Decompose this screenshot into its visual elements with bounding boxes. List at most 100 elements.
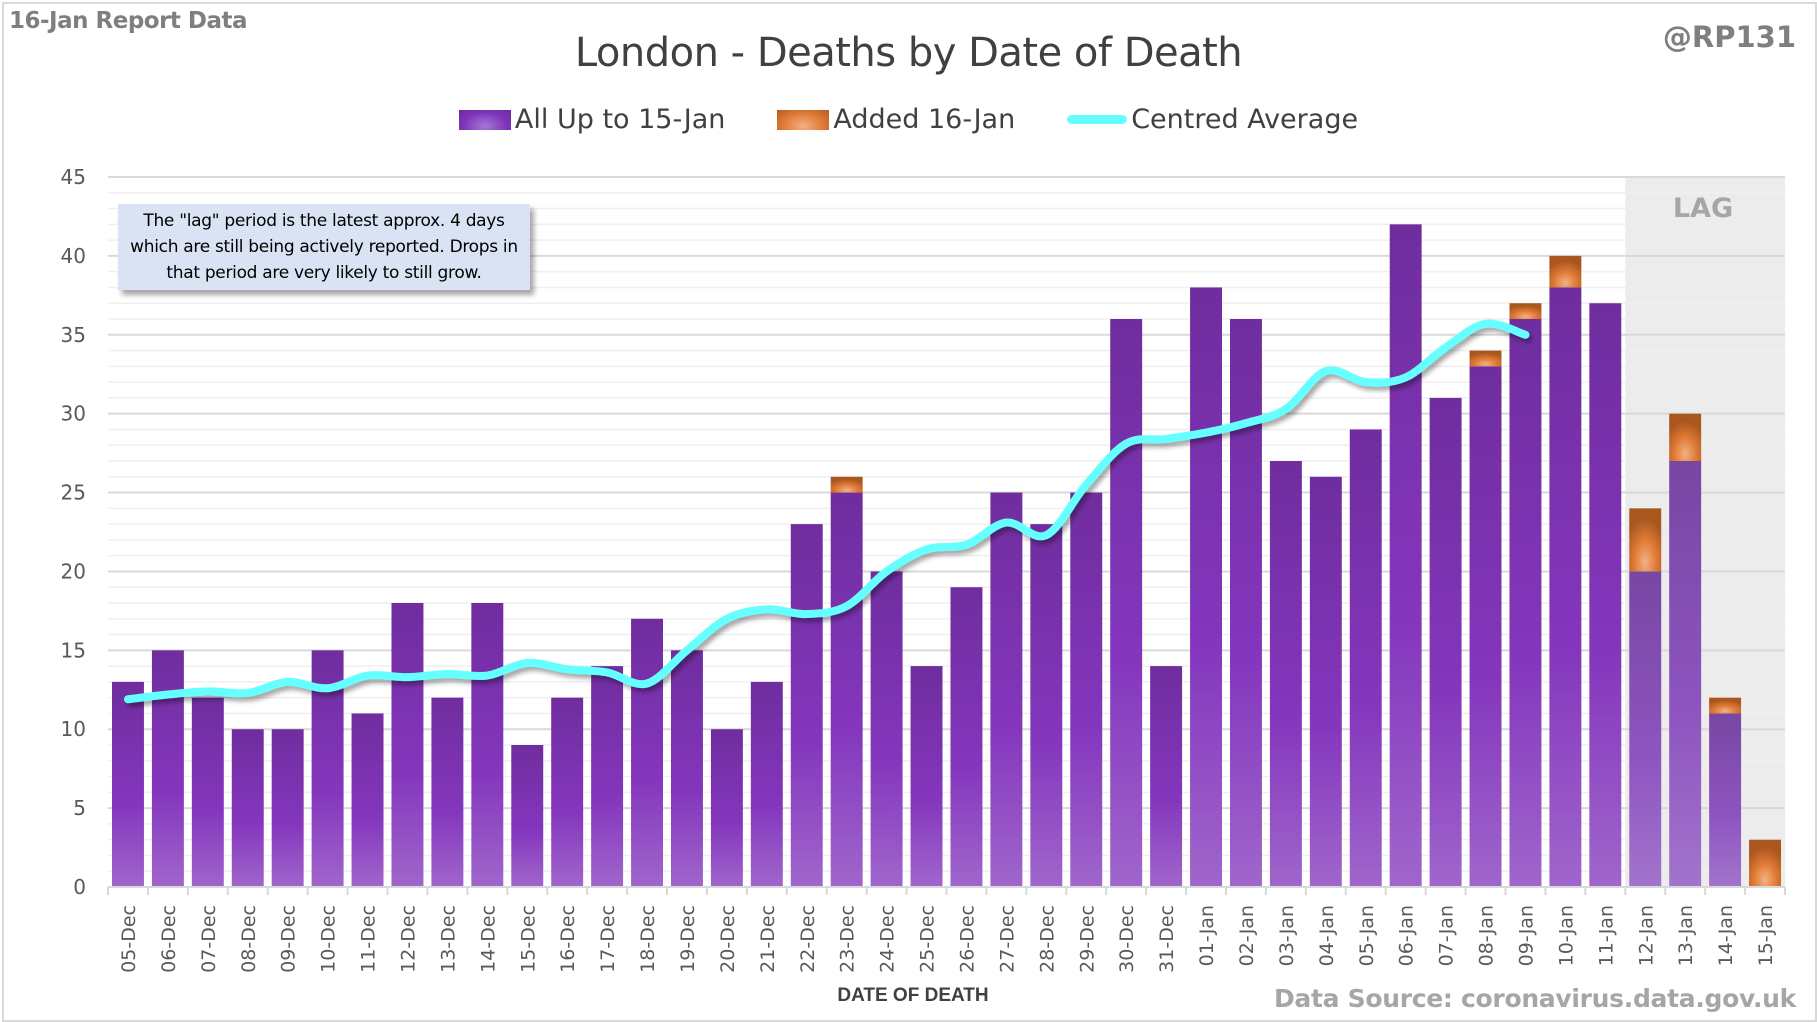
x-tick-label: 31-Dec <box>1156 905 1178 973</box>
bar-all-up-to-15-jan <box>1469 366 1502 887</box>
legend-swatch-line <box>1067 115 1128 124</box>
bar-added-16-jan <box>1749 839 1782 887</box>
x-tick-label: 13-Jan <box>1675 905 1697 966</box>
bar-all-up-to-15-jan <box>1190 287 1223 887</box>
bar-all-up-to-15-jan <box>1309 476 1342 887</box>
x-tick-label: 26-Dec <box>956 905 978 973</box>
legend-label: All Up to 15-Jan <box>514 104 726 135</box>
bar-all-up-to-15-jan <box>1030 524 1063 887</box>
x-tick-label: 15-Jan <box>1755 905 1777 966</box>
bar-added-16-jan <box>1469 350 1502 367</box>
author-handle: @RP131 <box>1662 20 1796 54</box>
bar-all-up-to-15-jan <box>511 745 544 887</box>
chart-title: London - Deaths by Date of Death <box>574 30 1243 76</box>
legend-item-all-up-to: All Up to 15-Jan <box>458 104 726 135</box>
x-tick-label: 08-Jan <box>1476 905 1498 966</box>
bar-all-up-to-15-jan <box>1070 492 1103 887</box>
x-tick-label: 24-Dec <box>877 905 899 973</box>
x-tick-label: 30-Dec <box>1116 905 1138 973</box>
x-tick-label: 10-Jan <box>1555 905 1577 966</box>
legend-swatch-purple <box>458 109 511 130</box>
x-tick-label: 05-Dec <box>118 905 140 973</box>
x-tick-label: 20-Dec <box>717 905 739 973</box>
y-tick-label: 10 <box>61 717 86 741</box>
x-tick-label: 19-Dec <box>677 905 699 973</box>
bar-added-16-jan <box>1549 255 1582 288</box>
x-tick-label: 13-Dec <box>437 905 459 973</box>
bar-all-up-to-15-jan <box>1669 461 1702 887</box>
legend-label: Centred Average <box>1131 104 1359 135</box>
x-tick-label: 03-Jan <box>1276 905 1298 966</box>
report-date-label: 16-Jan Report Data <box>9 8 248 34</box>
bar-all-up-to-15-jan <box>271 729 304 887</box>
y-tick-label: 0 <box>73 875 86 899</box>
bar-added-16-jan <box>1709 697 1742 714</box>
x-axis-title: DATE OF DEATH <box>837 985 989 1006</box>
y-tick-label: 25 <box>61 481 86 505</box>
bar-all-up-to-15-jan <box>551 697 584 887</box>
x-tick-label: 06-Dec <box>158 905 180 973</box>
bar-added-16-jan <box>1509 303 1542 319</box>
x-tick-label: 07-Jan <box>1436 905 1458 966</box>
bar-all-up-to-15-jan <box>471 603 504 887</box>
bar-all-up-to-15-jan <box>631 618 664 887</box>
lag-annotation-box: The "lag" period is the latest approx. 4… <box>118 204 530 290</box>
x-tick-label: 09-Dec <box>278 905 300 973</box>
bar-all-up-to-15-jan <box>870 571 903 887</box>
legend-label: Added 16-Jan <box>833 104 1016 135</box>
x-tick-label: 15-Dec <box>517 905 539 973</box>
bar-all-up-to-15-jan <box>750 681 783 887</box>
bar-added-16-jan <box>1669 413 1702 461</box>
bar-added-16-jan <box>830 476 863 493</box>
y-tick-label: 5 <box>73 796 86 820</box>
x-tick-label: 29-Dec <box>1076 905 1098 973</box>
x-tick-label: 14-Jan <box>1715 905 1737 966</box>
x-tick-label: 11-Jan <box>1595 905 1617 966</box>
x-tick-label: 27-Dec <box>996 905 1018 973</box>
bar-all-up-to-15-jan <box>1429 397 1462 887</box>
bar-added-16-jan <box>1629 508 1662 572</box>
bar-all-up-to-15-jan <box>990 492 1023 887</box>
chart-legend: All Up to 15-Jan Added 16-Jan Centred Av… <box>0 104 1817 135</box>
bar-all-up-to-15-jan <box>950 587 983 887</box>
data-source-label: Data Source: coronavirus.data.gov.uk <box>1273 984 1796 1013</box>
centred-average-line <box>123 319 1530 704</box>
bar-all-up-to-15-jan <box>1150 666 1183 887</box>
bar-all-up-to-15-jan <box>431 697 464 887</box>
bar-all-up-to-15-jan <box>191 697 224 887</box>
lag-region-label: LAG <box>1672 193 1734 224</box>
x-tick-label: 17-Dec <box>597 905 619 973</box>
x-tick-label: 09-Jan <box>1515 905 1537 966</box>
x-tick-label: 06-Jan <box>1396 905 1418 966</box>
bar-all-up-to-15-jan <box>1589 303 1622 887</box>
x-tick-label: 14-Dec <box>477 905 499 973</box>
bar-all-up-to-15-jan <box>351 713 384 887</box>
x-tick-label: 12-Dec <box>397 905 419 973</box>
x-tick-label: 10-Dec <box>318 905 340 973</box>
bar-all-up-to-15-jan <box>710 729 743 887</box>
x-tick-label: 22-Dec <box>797 905 819 973</box>
bar-all-up-to-15-jan <box>391 603 424 887</box>
bar-all-up-to-15-jan <box>910 666 943 887</box>
x-tick-label: 05-Jan <box>1356 905 1378 966</box>
y-tick-label: 15 <box>61 638 86 662</box>
x-tick-label: 18-Dec <box>637 905 659 973</box>
bar-all-up-to-15-jan <box>1549 287 1582 887</box>
bar-all-up-to-15-jan <box>1629 571 1662 887</box>
bar-all-up-to-15-jan <box>111 681 144 887</box>
bar-all-up-to-15-jan <box>1349 429 1382 887</box>
bar-all-up-to-15-jan <box>1229 319 1262 887</box>
bar-all-up-to-15-jan <box>1269 461 1302 887</box>
legend-item-added: Added 16-Jan <box>777 104 1015 135</box>
bar-all-up-to-15-jan <box>1110 319 1143 887</box>
legend-item-centred-average: Centred Average <box>1067 104 1358 135</box>
x-tick-label: 08-Dec <box>238 905 260 973</box>
legend-swatch-orange <box>777 109 830 130</box>
y-tick-label: 20 <box>61 559 86 583</box>
x-tick-label: 11-Dec <box>358 905 380 973</box>
bar-all-up-to-15-jan <box>1709 713 1742 887</box>
bar-all-up-to-15-jan <box>670 650 703 887</box>
x-tick-label: 25-Dec <box>917 905 939 973</box>
x-tick-label: 07-Dec <box>198 905 220 973</box>
